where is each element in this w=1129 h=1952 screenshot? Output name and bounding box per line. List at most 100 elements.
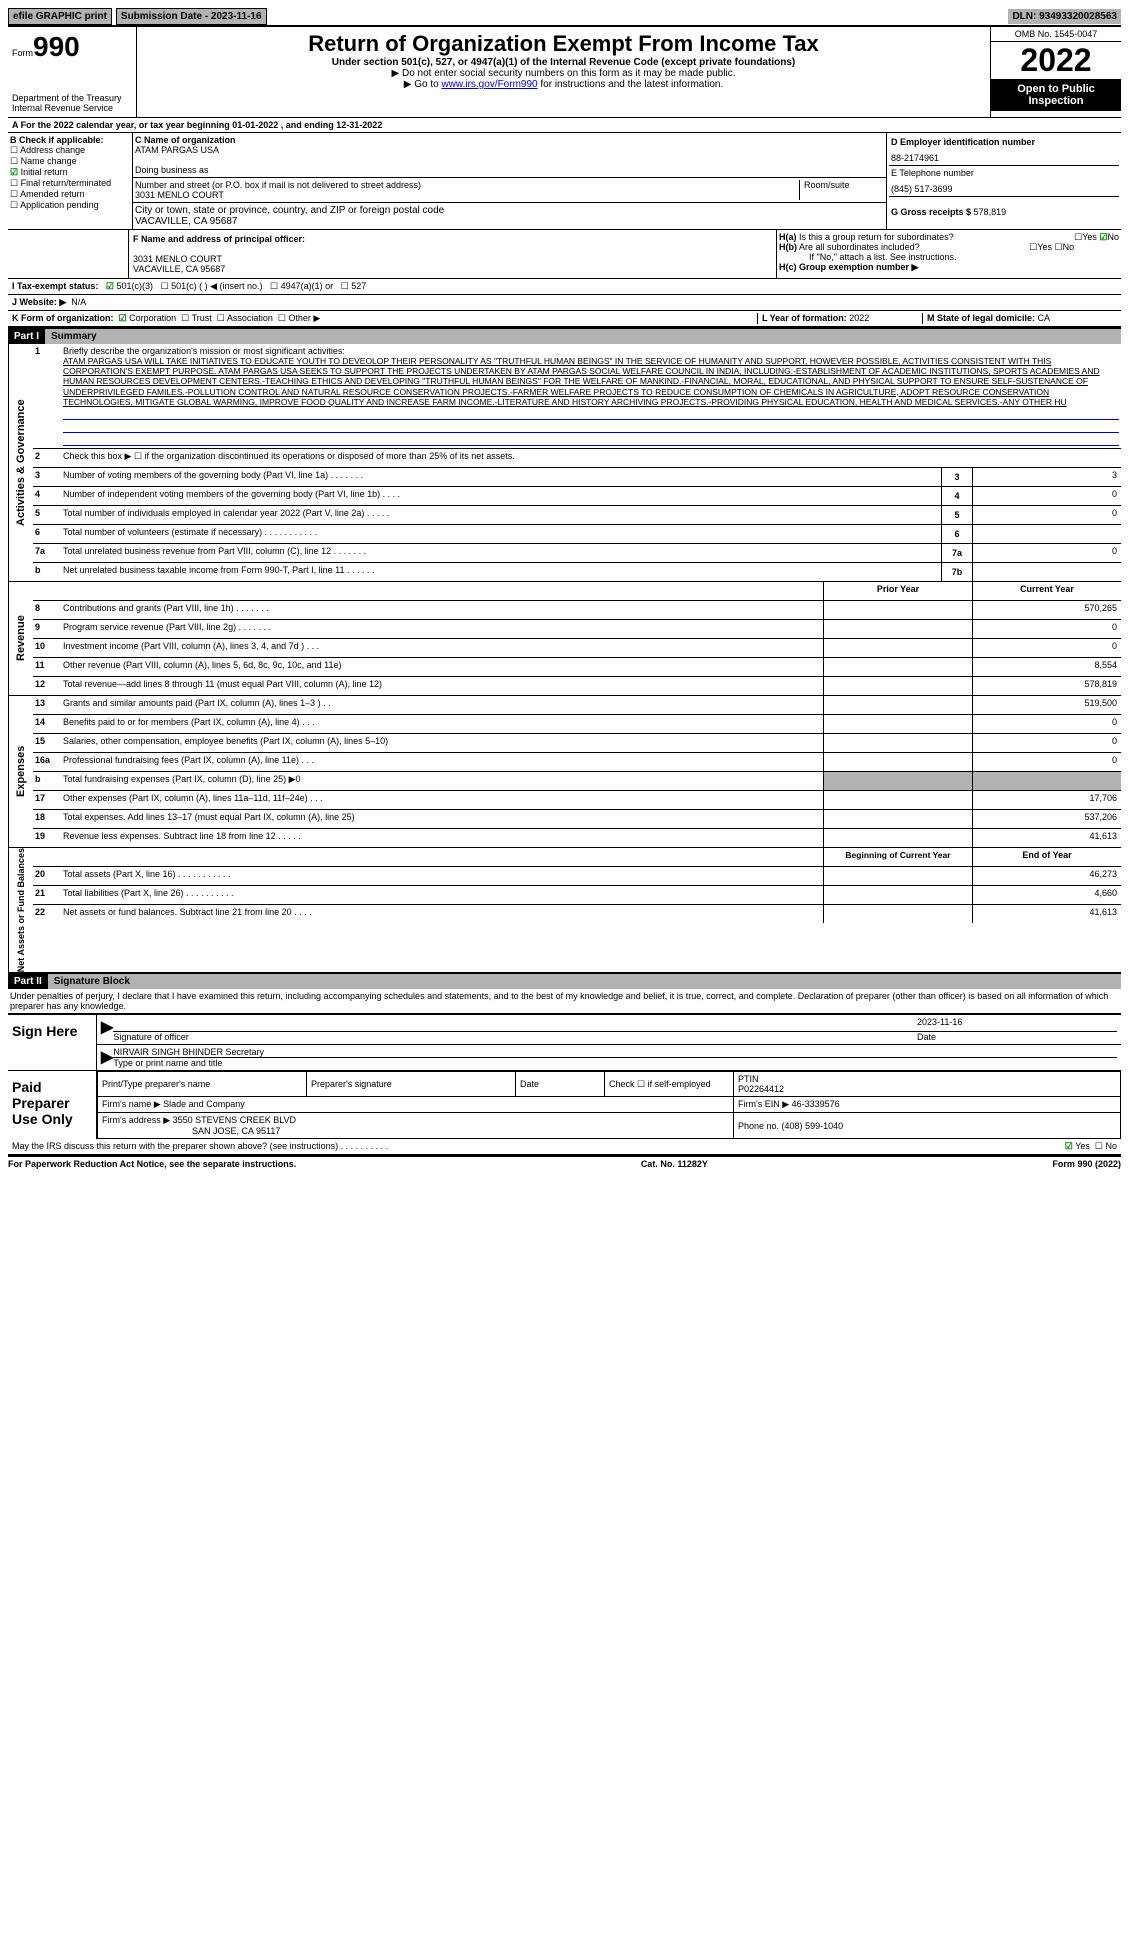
opt-trust[interactable]: Trust <box>192 313 212 323</box>
row-label: Number of voting members of the governin… <box>61 468 941 486</box>
row-num: b <box>33 563 61 581</box>
revenue-vert-label: Revenue <box>8 582 33 695</box>
sign-here-label: Sign Here <box>8 1015 96 1070</box>
current-year-header: Current Year <box>972 582 1121 600</box>
row-value: 0 <box>972 487 1121 505</box>
dln-label: DLN: <box>1012 11 1039 22</box>
opt-527[interactable]: 527 <box>351 281 366 291</box>
table-row: 6 Total number of volunteers (estimate i… <box>33 524 1121 543</box>
page-footer: For Paperwork Reduction Act Notice, see … <box>8 1155 1121 1169</box>
row-label: Total expenses. Add lines 13–17 (must eq… <box>61 810 823 828</box>
signature-section: Sign Here ▶ 2023-11-16 Signature of offi… <box>8 1013 1121 1070</box>
dln-value: 93493320028563 <box>1039 11 1117 22</box>
row-key: 6 <box>941 525 972 543</box>
l-label: L Year of formation: <box>762 313 849 323</box>
table-row: 8 Contributions and grants (Part VIII, l… <box>33 600 1121 619</box>
checkbox-address-change[interactable]: ☐ Address change <box>10 145 130 156</box>
date-label: Date <box>516 1072 605 1097</box>
ein-label: D Employer identification number <box>891 137 1117 147</box>
part1-body: Activities & Governance 1 Briefly descri… <box>8 344 1121 581</box>
cb-label: Address change <box>20 145 85 155</box>
dln: DLN: 93493320028563 <box>1008 9 1121 24</box>
checkbox-name-change[interactable]: ☐ Name change <box>10 156 130 167</box>
checkbox-final-return[interactable]: ☐ Final return/terminated <box>10 178 130 189</box>
col-d: D Employer identification number 88-2174… <box>887 133 1121 229</box>
date-label: Date <box>917 1032 1117 1042</box>
row-num: 14 <box>33 715 61 733</box>
row-label: Benefits paid to or for members (Part IX… <box>61 715 823 733</box>
part2-title: Signature Block <box>48 974 1121 989</box>
hc-row: H(c) Group exemption number ▶ <box>779 262 1119 273</box>
opt-assoc[interactable]: Association <box>227 313 273 323</box>
firm-ein: 46-3339576 <box>792 1099 840 1109</box>
prep-name-label: Print/Type preparer's name <box>98 1072 307 1097</box>
row-key: 5 <box>941 506 972 524</box>
footer-left: For Paperwork Reduction Act Notice, see … <box>8 1159 296 1169</box>
org-address: 3031 MENLO COURT <box>135 190 799 200</box>
row-num: 18 <box>33 810 61 828</box>
row-label: Revenue less expenses. Subtract line 18 … <box>61 829 823 847</box>
current-year-value: 537,206 <box>972 810 1121 828</box>
checkbox-application-pending[interactable]: ☐ Application pending <box>10 200 130 211</box>
opt-501c[interactable]: 501(c) ( ) ◀ (insert no.) <box>171 281 262 291</box>
checkbox-amended[interactable]: ☐ Amended return <box>10 189 130 200</box>
arrow-icon: ▶ <box>101 1047 113 1068</box>
row-value <box>972 525 1121 543</box>
paid-preparer-label: Paid Preparer Use Only <box>8 1071 96 1139</box>
row-key: 4 <box>941 487 972 505</box>
opt-4947[interactable]: 4947(a)(1) or <box>281 281 334 291</box>
row-j: J Website: ▶ N/A <box>8 295 1121 311</box>
checkbox-initial-return[interactable]: ☑ Initial return <box>10 167 130 178</box>
footer-mid: Cat. No. 11282Y <box>641 1159 708 1169</box>
city-label: City or town, state or province, country… <box>135 205 884 216</box>
yes-label[interactable]: Yes <box>1075 1141 1090 1151</box>
row-label: Total revenue—add lines 8 through 11 (mu… <box>61 677 823 695</box>
table-row: 19 Revenue less expenses. Subtract line … <box>33 828 1121 847</box>
current-year-value: 570,265 <box>972 601 1121 619</box>
row-value: 0 <box>972 506 1121 524</box>
part2-label: Part II <box>8 974 48 989</box>
part1-title: Summary <box>45 329 1121 344</box>
current-year-value: 41,613 <box>972 905 1121 923</box>
opt-corp[interactable]: Corporation <box>129 313 176 323</box>
ptin-value: P02264412 <box>738 1084 784 1094</box>
table-row: 22 Net assets or fund balances. Subtract… <box>33 904 1121 923</box>
note-ssn: ▶ Do not enter social security numbers o… <box>141 68 986 79</box>
blank-line <box>63 433 1119 446</box>
omb-number: OMB No. 1545-0047 <box>991 27 1121 42</box>
officer-addr2: VACAVILLE, CA 95687 <box>133 264 772 274</box>
opt-501c3[interactable]: 501(c)(3) <box>116 281 153 291</box>
prior-year-value <box>823 696 972 714</box>
row-label: Total number of individuals employed in … <box>61 506 941 524</box>
row-num: 5 <box>33 506 61 524</box>
form990-link[interactable]: www.irs.gov/Form990 <box>441 79 537 90</box>
cb-label: Final return/terminated <box>21 178 112 188</box>
current-year-value: 17,706 <box>972 791 1121 809</box>
efile-label[interactable]: efile GRAPHIC print <box>8 8 112 25</box>
firm-name-label: Firm's name ▶ <box>102 1099 163 1109</box>
f-label: F Name and address of principal officer: <box>133 234 772 244</box>
table-row: 5 Total number of individuals employed i… <box>33 505 1121 524</box>
self-employed[interactable]: Check ☐ if self-employed <box>605 1072 734 1097</box>
row-klm: K Form of organization: ☑ Corporation ☐ … <box>8 311 1121 328</box>
year-formation: 2022 <box>849 313 869 323</box>
addr-cell: Number and street (or P.O. box if mail i… <box>133 178 886 203</box>
line-a: A For the 2022 calendar year, or tax yea… <box>8 118 1121 133</box>
netassets-section: Net Assets or Fund Balances Beginning of… <box>8 847 1121 972</box>
q2-label: Check this box ▶ ☐ if the organization d… <box>61 449 1121 467</box>
cb-label: Initial return <box>21 167 68 177</box>
arrow-icon: ▶ <box>101 1017 113 1042</box>
phone-value: (845) 517-3699 <box>891 184 1117 194</box>
table-row: 15 Salaries, other compensation, employe… <box>33 733 1121 752</box>
row-label: Professional fundraising fees (Part IX, … <box>61 753 823 771</box>
opt-other[interactable]: Other ▶ <box>288 313 320 323</box>
table-row: 18 Total expenses. Add lines 13–17 (must… <box>33 809 1121 828</box>
no-label[interactable]: No <box>1105 1141 1117 1151</box>
officer-addr1: 3031 MENLO COURT <box>133 254 772 264</box>
row-label: Total liabilities (Part X, line 26) . . … <box>61 886 823 904</box>
ein-cell: D Employer identification number 88-2174… <box>889 135 1119 166</box>
row-key: 3 <box>941 468 972 486</box>
row-label: Grants and similar amounts paid (Part IX… <box>61 696 823 714</box>
ein-value: 88-2174961 <box>891 153 1117 163</box>
row-label: Program service revenue (Part VIII, line… <box>61 620 823 638</box>
